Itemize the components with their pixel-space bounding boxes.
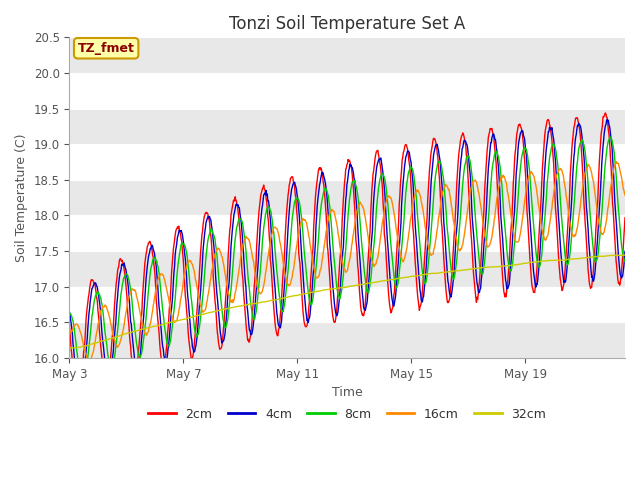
16cm	[325, 212, 333, 218]
8cm	[176, 249, 184, 254]
Line: 8cm: 8cm	[69, 137, 625, 382]
Bar	[69, 322, 625, 358]
8cm	[79, 379, 87, 385]
Bar	[69, 37, 625, 73]
32cm	[621, 252, 629, 258]
4cm	[88, 285, 96, 291]
2cm	[88, 277, 96, 283]
16cm	[189, 261, 196, 267]
16cm	[161, 277, 168, 283]
32cm	[621, 252, 628, 258]
Bar	[69, 216, 625, 251]
2cm	[621, 215, 629, 221]
8cm	[621, 258, 629, 264]
16cm	[612, 159, 620, 165]
Text: TZ_fmet: TZ_fmet	[77, 42, 134, 55]
Line: 2cm: 2cm	[69, 113, 625, 400]
Bar	[69, 144, 625, 180]
32cm	[188, 314, 196, 320]
2cm	[65, 323, 73, 328]
Line: 4cm: 4cm	[69, 120, 625, 395]
4cm	[604, 117, 611, 122]
2cm	[176, 229, 184, 235]
16cm	[85, 359, 93, 364]
Legend: 2cm, 4cm, 8cm, 16cm, 32cm: 2cm, 4cm, 8cm, 16cm, 32cm	[143, 403, 552, 425]
2cm	[446, 296, 454, 301]
32cm	[175, 317, 183, 323]
4cm	[325, 226, 333, 231]
Bar	[69, 180, 625, 216]
32cm	[65, 345, 73, 351]
8cm	[606, 134, 614, 140]
32cm	[445, 269, 453, 275]
Line: 16cm: 16cm	[69, 162, 625, 361]
2cm	[602, 110, 609, 116]
2cm	[74, 397, 81, 403]
X-axis label: Time: Time	[332, 386, 363, 399]
8cm	[189, 306, 196, 312]
16cm	[88, 353, 96, 359]
Line: 32cm: 32cm	[69, 255, 625, 348]
32cm	[88, 341, 95, 347]
4cm	[161, 355, 168, 361]
4cm	[76, 392, 83, 397]
4cm	[621, 249, 629, 254]
8cm	[325, 199, 333, 205]
8cm	[446, 252, 454, 258]
32cm	[324, 287, 332, 292]
Title: Tonzi Soil Temperature Set A: Tonzi Soil Temperature Set A	[229, 15, 465, 33]
8cm	[88, 313, 96, 319]
Bar	[69, 287, 625, 322]
Bar	[69, 251, 625, 287]
Bar	[69, 108, 625, 144]
4cm	[176, 229, 184, 235]
8cm	[161, 323, 168, 329]
2cm	[189, 356, 196, 361]
16cm	[446, 192, 454, 197]
16cm	[621, 192, 629, 198]
2cm	[161, 362, 168, 368]
4cm	[65, 311, 73, 317]
8cm	[65, 311, 73, 316]
16cm	[65, 330, 73, 336]
Y-axis label: Soil Temperature (C): Soil Temperature (C)	[15, 133, 28, 262]
32cm	[160, 322, 168, 327]
2cm	[325, 264, 333, 270]
16cm	[176, 302, 184, 308]
Bar	[69, 73, 625, 108]
4cm	[189, 344, 196, 350]
4cm	[446, 291, 454, 297]
